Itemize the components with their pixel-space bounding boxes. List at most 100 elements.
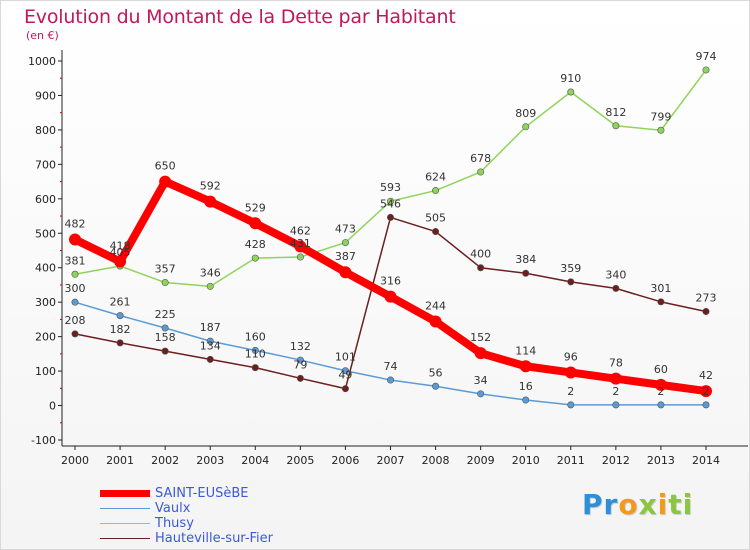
data-point-hauteville-sur-fier: [386, 213, 394, 221]
data-point-hauteville-sur-fier: [702, 307, 710, 315]
data-point-thusy: [386, 197, 394, 205]
data-point-saint-eus-be: [384, 290, 397, 303]
data-point-thusy: [477, 168, 485, 176]
y-tick-label: 800: [35, 124, 56, 137]
data-label-thusy: 974: [696, 50, 717, 63]
data-label-thusy: 910: [560, 72, 581, 85]
data-point-thusy: [612, 122, 620, 130]
data-label-saint-eus-be: 152: [470, 331, 491, 344]
y-tick-label: 1000: [28, 55, 56, 68]
data-point-thusy: [432, 187, 440, 195]
data-label-vaulx: 56: [429, 366, 443, 379]
data-point-thusy: [702, 66, 710, 74]
data-point-hauteville-sur-fier: [567, 278, 575, 286]
data-point-saint-eus-be: [609, 372, 622, 385]
data-label-thusy: 357: [155, 263, 176, 276]
data-label-saint-eus-be: 42: [699, 369, 713, 382]
x-tick-label: 2002: [151, 454, 179, 467]
data-label-vaulx: 261: [110, 296, 131, 309]
x-tick-label: 2000: [61, 454, 89, 467]
data-label-hauteville-sur-fier: 49: [338, 369, 352, 382]
data-label-vaulx: 132: [290, 340, 311, 353]
x-tick-label: 2001: [106, 454, 134, 467]
data-label-vaulx: 187: [200, 321, 221, 334]
data-point-thusy: [206, 282, 214, 290]
data-label-hauteville-sur-fier: 208: [65, 314, 86, 327]
data-point-vaulx: [251, 346, 259, 354]
data-point-thusy: [251, 254, 259, 262]
data-label-thusy: 812: [605, 106, 626, 119]
y-tick-label: 500: [35, 227, 56, 240]
data-label-thusy: 799: [650, 110, 671, 123]
legend-label-thusy: Thusy: [155, 516, 194, 531]
data-label-vaulx: 2: [657, 385, 664, 398]
data-label-hauteville-sur-fier: 505: [425, 212, 446, 225]
data-label-saint-eus-be: 60: [654, 363, 668, 376]
y-tick-label: 200: [35, 331, 56, 344]
data-point-hauteville-sur-fier: [296, 374, 304, 382]
data-point-vaulx: [206, 337, 214, 345]
x-tick-label: 2011: [557, 454, 585, 467]
data-label-saint-eus-be: 482: [65, 217, 86, 230]
x-tick-label: 2005: [286, 454, 314, 467]
data-label-vaulx: 74: [384, 360, 398, 373]
chart-title: Evolution du Montant de la Dette par Hab…: [24, 6, 456, 28]
data-point-vaulx: [161, 324, 169, 332]
data-point-vaulx: [386, 376, 394, 384]
data-label-hauteville-sur-fier: 359: [560, 262, 581, 275]
x-tick-label: 2013: [647, 454, 675, 467]
x-tick-label: 2004: [241, 454, 269, 467]
data-label-thusy: 405: [110, 246, 131, 259]
logo-letter: o: [618, 488, 639, 521]
y-tick-label: 600: [35, 193, 56, 206]
data-point-saint-eus-be: [249, 217, 262, 230]
data-label-thusy: 428: [245, 238, 266, 251]
data-point-hauteville-sur-fier: [206, 355, 214, 363]
data-point-saint-eus-be: [204, 195, 217, 208]
data-point-hauteville-sur-fier: [657, 298, 665, 306]
data-label-vaulx: 160: [245, 330, 266, 343]
data-point-hauteville-sur-fier: [251, 364, 259, 372]
data-point-vaulx: [71, 298, 79, 306]
y-tick-label: 900: [35, 89, 56, 102]
data-point-hauteville-sur-fier: [341, 385, 349, 393]
data-label-hauteville-sur-fier: 340: [605, 268, 626, 281]
data-label-hauteville-sur-fier: 546: [380, 197, 401, 210]
data-label-hauteville-sur-fier: 384: [515, 253, 536, 266]
data-label-thusy: 381: [65, 254, 86, 267]
data-point-vaulx: [522, 396, 530, 404]
data-point-saint-eus-be: [519, 360, 532, 373]
data-point-saint-eus-be: [700, 385, 712, 398]
data-point-saint-eus-be: [339, 266, 352, 279]
data-point-hauteville-sur-fier: [612, 284, 620, 292]
data-label-saint-eus-be: 78: [609, 357, 623, 370]
data-point-saint-eus-be: [429, 315, 442, 328]
y-tick-label: -100: [31, 434, 56, 447]
data-point-saint-eus-be: [294, 240, 307, 253]
data-label-vaulx: 16: [519, 380, 533, 393]
data-point-vaulx: [341, 367, 349, 375]
data-label-vaulx: 300: [65, 282, 86, 295]
logo-letter: P: [582, 488, 604, 521]
data-label-saint-eus-be: 592: [200, 180, 221, 193]
data-point-hauteville-sur-fier: [432, 228, 440, 236]
y-tick-label: 0: [49, 400, 56, 413]
x-tick-label: 2010: [512, 454, 540, 467]
data-point-vaulx: [116, 312, 124, 320]
data-label-saint-eus-be: 650: [155, 160, 176, 173]
x-tick-label: 2009: [467, 454, 495, 467]
y-tick-label: 400: [35, 262, 56, 275]
data-label-thusy: 431: [290, 237, 311, 250]
legend-label-vaulx: Vaulx: [155, 501, 191, 516]
data-point-vaulx: [477, 390, 485, 398]
legend-label-saint-eusebe: SAINT-EUSèBE: [155, 486, 249, 501]
data-label-hauteville-sur-fier: 400: [470, 248, 491, 261]
data-label-hauteville-sur-fier: 134: [200, 339, 221, 352]
data-label-saint-eus-be: 418: [110, 240, 131, 253]
data-point-thusy: [161, 279, 169, 287]
data-label-vaulx: 2: [703, 385, 710, 398]
data-point-vaulx: [702, 401, 710, 409]
data-point-saint-eus-be: [69, 233, 81, 246]
data-label-vaulx: 225: [155, 308, 176, 321]
data-point-saint-eus-be: [564, 366, 577, 379]
